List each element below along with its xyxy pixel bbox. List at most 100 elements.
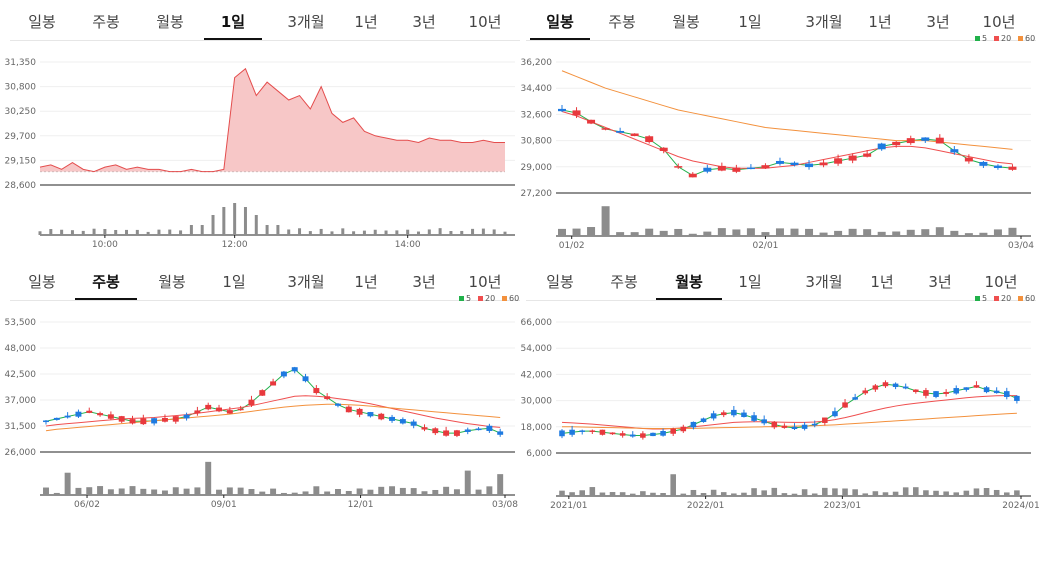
- tab-monthly[interactable]: 월봉: [156, 13, 184, 31]
- volume-bar: [70, 230, 74, 235]
- volume-bar: [216, 489, 222, 495]
- tab-1year[interactable]: 1년: [870, 273, 894, 291]
- candle-body: [805, 163, 814, 168]
- tab-weekly[interactable]: 주봉: [610, 273, 638, 291]
- legend-label-ma60: 60: [1025, 34, 1035, 43]
- legend-label-ma20: 20: [485, 294, 495, 303]
- candle-body: [569, 429, 575, 435]
- volume-bar: [194, 487, 201, 495]
- candle-body: [559, 430, 565, 437]
- volume-bar: [471, 228, 475, 235]
- tab-daily[interactable]: 일봉: [28, 13, 56, 31]
- candle-body: [964, 157, 973, 162]
- volume-bar: [335, 489, 341, 495]
- tab-weekly[interactable]: 주봉: [608, 13, 636, 31]
- candle-body: [953, 388, 960, 394]
- candle-body: [43, 420, 49, 423]
- volume-bar: [38, 231, 42, 235]
- volume-bar: [287, 229, 291, 235]
- x-tick-label: 14:00: [395, 240, 421, 250]
- tab-3month[interactable]: 3개월: [805, 273, 843, 291]
- volume-bar: [75, 487, 82, 495]
- tab-10year[interactable]: 10년: [984, 273, 1018, 291]
- volume-bar: [1008, 227, 1017, 236]
- tab-1year[interactable]: 1년: [354, 13, 378, 31]
- y-tick-label: 66,000: [521, 318, 553, 328]
- volume-bar: [276, 225, 280, 235]
- candle-body: [599, 429, 606, 435]
- tab-3year[interactable]: 3년: [412, 13, 436, 31]
- y-tick-label: 53,500: [5, 318, 37, 328]
- volume-bar: [324, 491, 331, 495]
- candle-body: [670, 428, 676, 434]
- tab-3year[interactable]: 3년: [926, 13, 950, 31]
- y-tick-label: 30,000: [521, 397, 553, 407]
- volume-bar: [421, 491, 428, 495]
- candle-body: [589, 430, 596, 432]
- tab-weekly[interactable]: 주봉: [92, 13, 120, 31]
- candle-body: [216, 407, 222, 412]
- candle-body: [616, 130, 625, 133]
- candle-body: [935, 137, 944, 144]
- x-tick-label: 2023/01: [824, 501, 861, 511]
- candle-body: [378, 413, 385, 420]
- tab-daily[interactable]: 일봉: [530, 0, 590, 40]
- volume-bar: [650, 492, 656, 496]
- candle-body: [237, 408, 244, 411]
- tab-10year[interactable]: 10년: [468, 273, 502, 291]
- volume-bar: [410, 488, 417, 495]
- weekly-candlestick-chart: 53,500 48,000 42,500 37,000 31,500 26,000 5 20 6…: [5, 294, 520, 510]
- candle-body: [690, 421, 697, 428]
- candle-body: [650, 432, 656, 437]
- tab-1year[interactable]: 1년: [354, 273, 378, 291]
- volume-bar: [700, 493, 707, 496]
- tab-1day[interactable]: 1일: [204, 0, 262, 40]
- volume-bar: [443, 486, 450, 495]
- tab-1day[interactable]: 1일: [222, 273, 246, 291]
- candle-body: [619, 433, 626, 436]
- tab-1day[interactable]: 1일: [738, 13, 762, 31]
- candle-body: [832, 411, 838, 417]
- volume-bar: [373, 229, 377, 235]
- tab-3year[interactable]: 3년: [928, 273, 952, 291]
- volume-bar: [761, 490, 767, 496]
- tab-3month[interactable]: 3개월: [805, 13, 843, 31]
- tab-weekly[interactable]: 주봉: [75, 260, 137, 300]
- volume-bar: [781, 493, 788, 496]
- tab-1year[interactable]: 1년: [868, 13, 892, 31]
- tab-daily[interactable]: 일봉: [28, 273, 56, 291]
- tab-1day[interactable]: 1일: [738, 273, 762, 291]
- candle-body: [280, 371, 287, 377]
- candle-body: [421, 427, 428, 430]
- tab-monthly[interactable]: 월봉: [672, 13, 700, 31]
- candle-body: [226, 410, 233, 414]
- candle-body: [842, 402, 848, 408]
- intraday-price-chart: 31,350 30,800 30,250 29,700 29,150 28,600 10:0…: [5, 58, 515, 250]
- daily-candlestick-chart: 36,200 34,400 32,600 30,800 29,000 27,200 5 20 6…: [521, 34, 1036, 251]
- volume-bar: [805, 228, 814, 236]
- candle-body: [882, 382, 889, 387]
- volume-bar: [1004, 492, 1010, 496]
- volume-bar: [943, 491, 949, 496]
- tab-3month[interactable]: 3개월: [287, 13, 325, 31]
- tab-10year[interactable]: 10년: [468, 13, 502, 31]
- tab-monthly[interactable]: 월봉: [656, 260, 722, 300]
- y-tick-label: 30,800: [521, 137, 553, 147]
- candle-body: [775, 160, 784, 164]
- candle-body: [892, 141, 901, 146]
- volume-bar: [438, 228, 442, 235]
- volume-bar: [863, 229, 872, 236]
- volume-bar: [811, 493, 818, 496]
- legend-label-ma5: 5: [982, 294, 987, 303]
- tab-monthly[interactable]: 월봉: [158, 273, 186, 291]
- volume-bar: [842, 488, 848, 496]
- candle-body: [963, 387, 970, 390]
- tab-daily[interactable]: 일봉: [546, 273, 574, 291]
- candle-body: [475, 428, 482, 431]
- tab-3month[interactable]: 3개월: [287, 273, 325, 291]
- volume-bar: [950, 230, 959, 236]
- candle-body: [64, 415, 71, 418]
- candle-body: [367, 412, 374, 417]
- tab-10year[interactable]: 10년: [982, 13, 1016, 31]
- tab-3year[interactable]: 3년: [412, 273, 436, 291]
